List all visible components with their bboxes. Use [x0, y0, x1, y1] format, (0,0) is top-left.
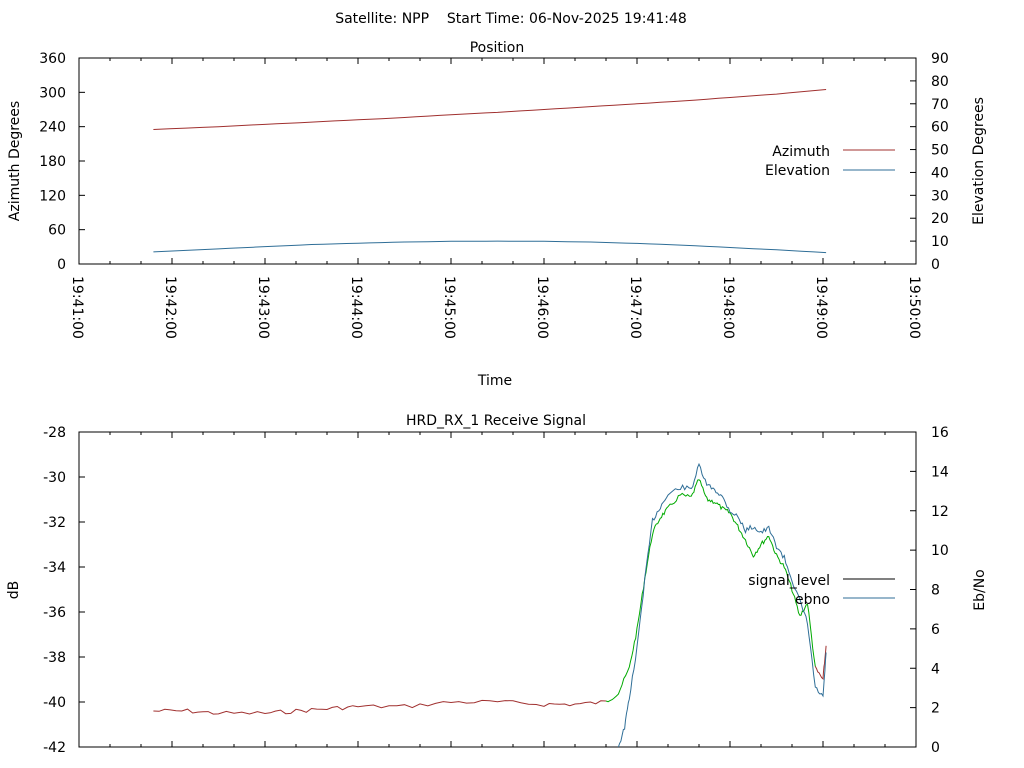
- y-tick-label: -28: [43, 425, 66, 441]
- receive-signal-plot-frame: [78, 431, 917, 748]
- y-tick-label: -34: [43, 560, 66, 576]
- x-tick-label: 19:42:00: [162, 276, 178, 339]
- position-series: [153, 89, 827, 254]
- y-tick-label: -42: [43, 740, 66, 756]
- y2-tick-label: 4: [931, 661, 940, 677]
- y2-tick-label: 10: [931, 543, 949, 559]
- x-tick-label: 19:48:00: [720, 276, 736, 339]
- x-tick-label: 19:45:00: [441, 276, 457, 339]
- azimuth-series-line: [153, 89, 827, 130]
- receive-signal-chart: HRD_RX_1 Receive Signal -42-40-38-36-34-…: [6, 413, 988, 756]
- y-tick-label: 60: [48, 223, 66, 239]
- receive-signal-legend: signal_level ebno: [748, 573, 895, 608]
- y-tick-label: 360: [39, 51, 66, 67]
- position-plot-frame: [78, 57, 917, 265]
- y2-tick-label: 8: [931, 583, 940, 599]
- y2-tick-label: 10: [931, 234, 949, 250]
- position-chart: Position 19:41:00 19:42:00 19:43:00 19:44:0…: [7, 40, 987, 389]
- receive-signal-chart-title: HRD_RX_1 Receive Signal: [406, 413, 586, 429]
- position-y2-axis-label: Elevation Degrees: [971, 97, 987, 225]
- y-tick-label: -30: [43, 470, 66, 486]
- y2-tick-label: 40: [931, 165, 949, 181]
- ebno-series-line: [617, 462, 827, 748]
- y2-tick-label: 30: [931, 188, 949, 204]
- elevation-series-line: [153, 240, 827, 254]
- receive-signal-series: [153, 462, 827, 748]
- y-tick-label: 300: [39, 85, 66, 101]
- y2-tick-label: 70: [931, 97, 949, 113]
- x-tick-label: 19:50:00: [906, 276, 922, 339]
- legend-label-elevation: Elevation: [765, 163, 830, 179]
- y2-tick-label: 0: [931, 740, 940, 756]
- legend-label-signal-level: signal_level: [748, 573, 830, 589]
- y2-tick-label: 20: [931, 211, 949, 227]
- x-tick-label: 19:49:00: [813, 276, 829, 339]
- y2-tick-label: 80: [931, 74, 949, 90]
- y2-tick-label: 50: [931, 143, 949, 159]
- y2-tick-label: 14: [931, 464, 949, 480]
- x-tick-label: 19:41:00: [69, 276, 85, 339]
- legend-label-azimuth: Azimuth: [772, 144, 830, 160]
- y-tick-label: 180: [39, 154, 66, 170]
- x-tick-label: 19:47:00: [627, 276, 643, 339]
- y2-tick-label: 16: [931, 425, 949, 441]
- x-tick-label: 19:43:00: [255, 276, 271, 339]
- x-tick-label: 19:44:00: [348, 276, 364, 339]
- y2-tick-label: 2: [931, 701, 940, 717]
- receive-signal-y-axis-label: dB: [6, 581, 22, 600]
- position-axes: 19:41:00 19:42:00 19:43:00 19:44:00 19:45:00…: [39, 51, 949, 339]
- position-legend: Azimuth Elevation: [765, 144, 895, 179]
- receive-signal-y2-axis-label: Eb/No: [972, 569, 988, 611]
- y2-tick-label: 90: [931, 51, 949, 67]
- signal-level-series-line: [153, 699, 607, 715]
- x-tick-label: 19:46:00: [534, 276, 550, 339]
- y2-tick-label: 12: [931, 504, 949, 520]
- y-tick-label: -40: [43, 695, 66, 711]
- y-tick-label: 120: [39, 188, 66, 204]
- signal-level-series-line-acquired: [605, 479, 816, 703]
- position-y-axis-label: Azimuth Degrees: [7, 101, 23, 221]
- y-tick-label: -32: [43, 515, 66, 531]
- y2-tick-label: 6: [931, 622, 940, 638]
- receive-signal-axes: -42 -40 -38 -36 -34 -32 -30 -28 0 2 4 6 8 10 12 14 16: [43, 425, 949, 756]
- legend-label-ebno: ebno: [795, 592, 830, 608]
- position-x-axis-label: Time: [477, 373, 512, 389]
- y-tick-label: -36: [43, 605, 66, 621]
- y2-tick-label: 60: [931, 120, 949, 136]
- y-tick-label: 240: [39, 120, 66, 136]
- signal-level-series-line-tail: [814, 645, 827, 680]
- position-chart-title: Position: [470, 40, 525, 56]
- y2-tick-label: 0: [931, 257, 940, 273]
- figure-title: Satellite: NPP Start Time: 06-Nov-2025 1…: [335, 11, 687, 27]
- y-tick-label: -38: [43, 650, 66, 666]
- y-tick-label: 0: [57, 257, 66, 273]
